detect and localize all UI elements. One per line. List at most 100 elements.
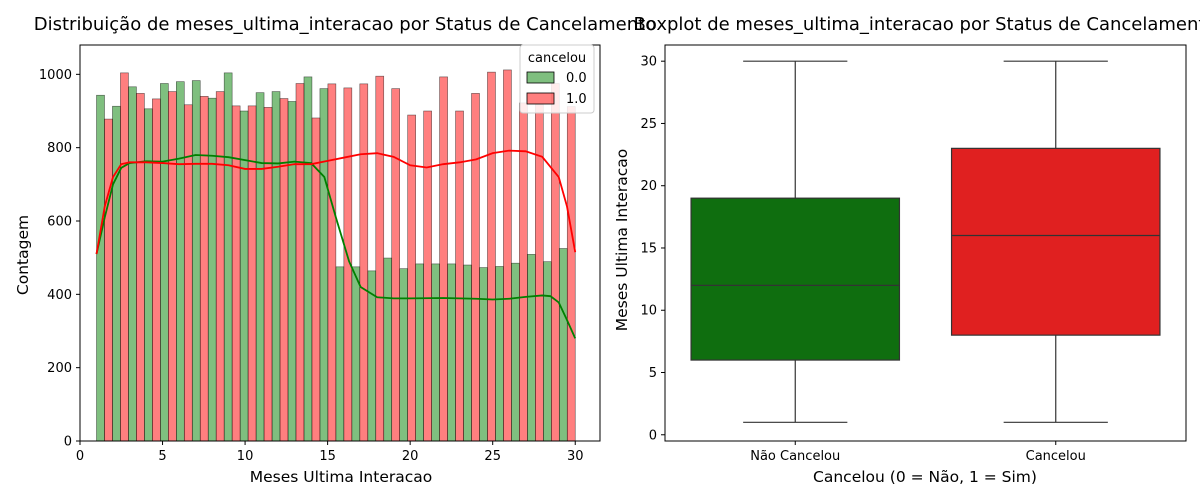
histogram-bar-cancelou bbox=[359, 83, 369, 442]
histogram-bar-nao-cancelou bbox=[223, 72, 233, 442]
histogram-bar-nao-cancelou bbox=[335, 266, 345, 442]
histogram-bar-nao-cancelou bbox=[431, 263, 440, 442]
histogram-bar-nao-cancelou bbox=[176, 81, 185, 442]
legend-label: 0.0 bbox=[566, 71, 587, 86]
histogram-x-tick-label: 10 bbox=[237, 449, 254, 464]
boxplot-x-axis-label: Cancelou (0 = Não, 1 = Sim) bbox=[813, 468, 1037, 486]
histogram-bar-nao-cancelou bbox=[399, 268, 408, 442]
histogram-bar-nao-cancelou bbox=[495, 266, 504, 442]
histogram-bar-nao-cancelou bbox=[191, 80, 201, 442]
legend-swatch bbox=[526, 92, 555, 105]
histogram-bar-cancelou bbox=[439, 76, 448, 442]
histogram-x-tick-label: 15 bbox=[319, 449, 336, 464]
boxplot-y-tick-label: 5 bbox=[649, 366, 657, 381]
box-iqr bbox=[690, 197, 901, 361]
histogram-y-tick-label: 800 bbox=[47, 141, 72, 156]
histogram-x-tick-label: 20 bbox=[402, 449, 419, 464]
histogram-bar-nao-cancelou bbox=[287, 101, 297, 442]
boxplot-x-tick-label: Cancelou bbox=[1026, 449, 1086, 464]
boxplot-boxes bbox=[690, 60, 1161, 423]
kde-line-nao-cancelou bbox=[95, 154, 577, 339]
histogram-bar-nao-cancelou bbox=[207, 97, 217, 442]
boxplot-y-axis-label: Meses Ultima Interacao bbox=[613, 149, 631, 331]
histogram-y-tick-label: 1000 bbox=[39, 68, 72, 83]
histogram-bar-nao-cancelou bbox=[463, 264, 472, 442]
histogram-y-tick-label: 400 bbox=[47, 288, 72, 303]
boxplot-y-tick-label: 0 bbox=[649, 428, 657, 443]
boxplot-y-tick-label: 20 bbox=[640, 179, 657, 194]
histogram-bar-nao-cancelou bbox=[160, 83, 169, 442]
histogram-bars bbox=[96, 69, 576, 442]
histogram-frame bbox=[79, 44, 601, 442]
histogram-y-axis-label: Contagem bbox=[14, 215, 32, 295]
histogram-bar-nao-cancelou bbox=[558, 248, 568, 442]
histogram-bar-cancelou bbox=[247, 105, 257, 442]
histogram-bar-cancelou bbox=[566, 106, 576, 442]
histogram-y-tick-label: 200 bbox=[47, 361, 72, 376]
histogram-axes: 0 5 10 15 20 25 30 0 200 400 600 800 1000 bbox=[39, 44, 601, 464]
histogram-bar-cancelou bbox=[423, 110, 432, 442]
histogram-bar-nao-cancelou bbox=[527, 254, 536, 442]
histogram-bar-nao-cancelou bbox=[543, 261, 552, 442]
histogram-legend: cancelou 0.0 1.0 bbox=[519, 44, 595, 114]
histogram-bar-cancelou bbox=[263, 107, 273, 442]
histogram-bar-cancelou bbox=[120, 72, 129, 442]
histogram-kde-lines bbox=[95, 149, 577, 339]
histogram-x-tick-label: 0 bbox=[76, 449, 84, 464]
box-nao-cancelou bbox=[690, 60, 901, 423]
kde-line-cancelou bbox=[95, 149, 577, 255]
histogram-bar-nao-cancelou bbox=[144, 108, 153, 442]
boxplot-x-tick-label: Não Cancelou bbox=[750, 449, 840, 464]
histogram-bar-cancelou bbox=[215, 91, 225, 442]
histogram-bar-nao-cancelou bbox=[383, 257, 393, 442]
histogram-bar-nao-cancelou bbox=[447, 263, 456, 442]
boxplot-y-tick-label: 15 bbox=[640, 241, 657, 256]
histogram-bar-cancelou bbox=[168, 91, 177, 442]
histogram-bar-cancelou bbox=[471, 93, 480, 442]
boxplot-y-tick-label: 25 bbox=[640, 117, 657, 132]
legend-swatch bbox=[526, 71, 555, 84]
boxplot-y-tick-label: 30 bbox=[640, 55, 657, 70]
histogram-bar-nao-cancelou bbox=[112, 105, 121, 442]
histogram-bar-cancelou bbox=[455, 110, 464, 442]
histogram-title: Distribuição de meses_ultima_interacao p… bbox=[34, 14, 656, 35]
histogram-bar-cancelou bbox=[327, 83, 337, 442]
box-iqr bbox=[950, 147, 1161, 336]
histogram-bar-cancelou bbox=[550, 83, 560, 442]
histogram-bar-cancelou bbox=[375, 75, 385, 442]
histogram-bar-nao-cancelou bbox=[511, 262, 520, 442]
histogram-bar-cancelou bbox=[503, 69, 512, 442]
boxplot-y-tick-label: 10 bbox=[640, 304, 657, 319]
histogram-bar-nao-cancelou bbox=[96, 94, 105, 442]
boxplot-title: Boxplot de meses_ultima_interacao por St… bbox=[634, 14, 1200, 35]
histogram-y-tick-label: 0 bbox=[64, 435, 72, 450]
histogram-bar-cancelou bbox=[104, 118, 113, 442]
histogram-y-tick-label: 600 bbox=[47, 215, 72, 230]
histogram-bar-nao-cancelou bbox=[303, 76, 313, 442]
histogram-bar-nao-cancelou bbox=[271, 91, 281, 442]
histogram-bar-cancelou bbox=[391, 88, 401, 442]
histogram-bar-nao-cancelou bbox=[415, 263, 424, 442]
histogram-bar-nao-cancelou bbox=[479, 267, 488, 442]
histogram-bar-cancelou bbox=[487, 71, 496, 442]
histogram-bar-nao-cancelou bbox=[255, 92, 265, 442]
histogram-bar-nao-cancelou bbox=[319, 88, 329, 442]
histogram-bar-cancelou bbox=[199, 96, 209, 442]
box-cancelou bbox=[950, 60, 1161, 423]
histogram-bar-cancelou bbox=[152, 98, 161, 442]
histogram-x-tick-label: 25 bbox=[484, 449, 501, 464]
legend-title: cancelou bbox=[528, 51, 586, 66]
histogram-bar-cancelou bbox=[279, 98, 289, 442]
histogram-bar-cancelou bbox=[231, 105, 241, 442]
histogram-bar-cancelou bbox=[519, 102, 528, 442]
boxplot-panel: 0 5 10 15 20 25 30 Não Cancelou Cancelou Boxplot… bbox=[613, 14, 1200, 486]
legend-label: 1.0 bbox=[566, 92, 587, 107]
histogram-bar-cancelou bbox=[136, 93, 145, 442]
histogram-bar-cancelou bbox=[295, 83, 305, 442]
histogram-x-tick-label: 5 bbox=[158, 449, 166, 464]
histogram-bar-nao-cancelou bbox=[128, 86, 137, 442]
histogram-bar-nao-cancelou bbox=[351, 266, 361, 442]
histogram-x-tick-label: 30 bbox=[567, 449, 584, 464]
